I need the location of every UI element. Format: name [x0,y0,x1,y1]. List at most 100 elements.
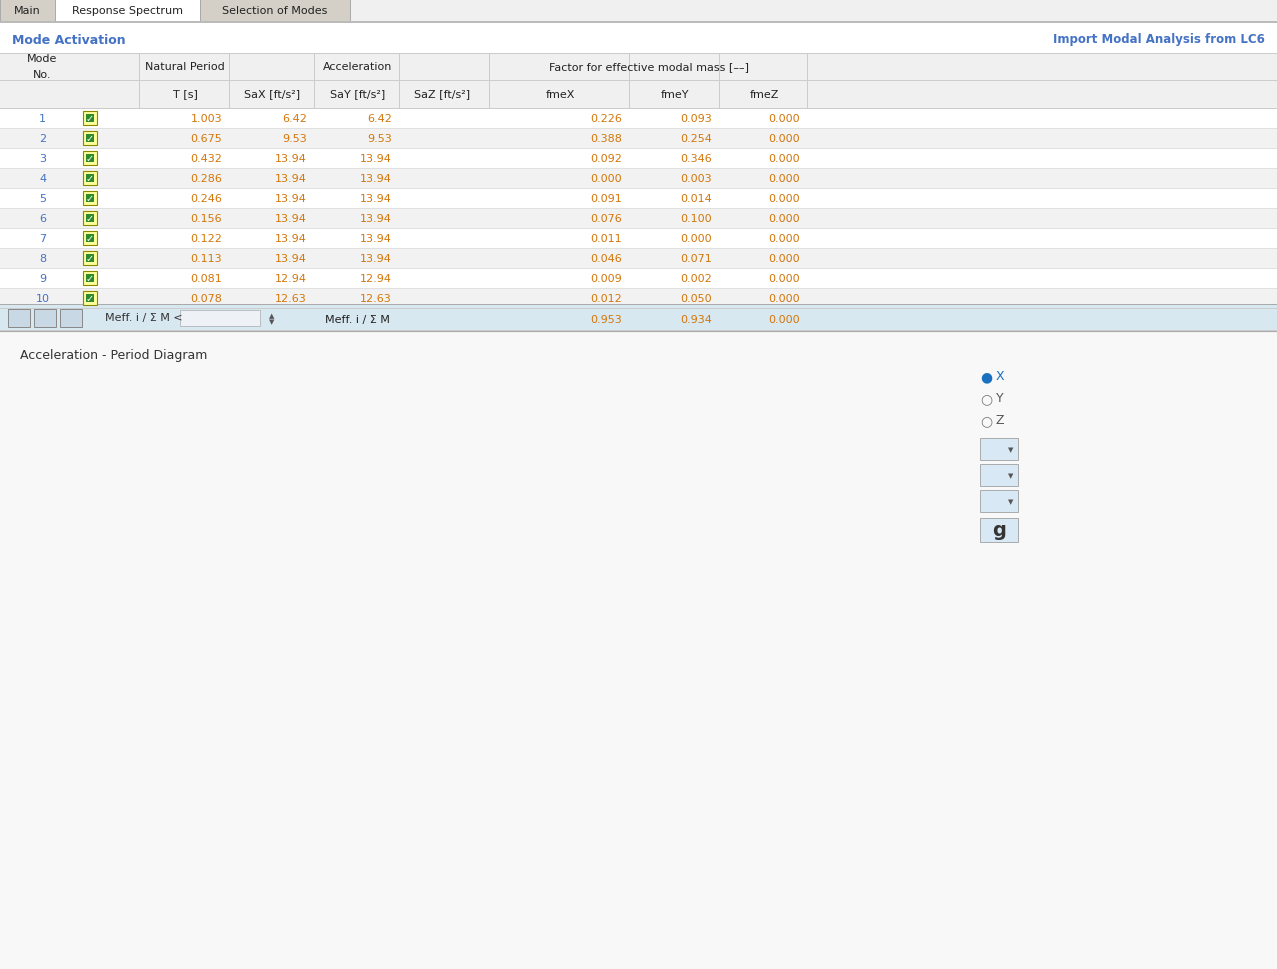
Text: 13.94: 13.94 [275,154,306,164]
Text: 12.94: 12.94 [275,273,306,284]
Text: 0.012: 0.012 [590,294,622,303]
Text: 0.000: 0.000 [769,315,799,325]
Text: 0.000: 0.000 [769,173,799,184]
Text: 5: 5 [40,194,46,203]
Text: ▼: ▼ [1008,498,1013,505]
Text: Factor for effective modal mass [––]: Factor for effective modal mass [––] [549,62,750,73]
Text: 0.091: 0.091 [590,194,622,203]
Text: Import Modal Analysis from LC6: Import Modal Analysis from LC6 [1054,34,1266,47]
Text: 1.003: 1.003 [190,114,222,124]
Text: 13.94: 13.94 [275,214,306,224]
Text: 13.94: 13.94 [360,254,392,264]
Text: ✓: ✓ [86,134,94,143]
Text: 0.076: 0.076 [590,214,622,224]
Text: No.: No. [33,71,52,80]
Text: ✓: ✓ [86,273,94,284]
Text: 7: 7 [38,234,46,244]
Text: ✓: ✓ [86,294,94,303]
Text: 0.346: 0.346 [681,154,713,164]
Text: Sa: Sa [11,333,27,347]
Text: 9.53: 9.53 [368,134,392,143]
Text: T: T [967,941,974,954]
Text: fmeZ: fmeZ [750,89,779,100]
Text: 0.046: 0.046 [590,254,622,264]
Text: fmeX: fmeX [545,89,575,100]
Text: 9.53: 9.53 [282,134,306,143]
Text: 13.94: 13.94 [275,234,306,244]
Text: ▲: ▲ [269,313,275,319]
Text: ○: ○ [979,391,992,406]
Text: 0.000: 0.000 [769,254,799,264]
Text: Meff. i / Σ M: Meff. i / Σ M [326,315,389,325]
Text: 12.63: 12.63 [360,294,392,303]
Text: 13.94: 13.94 [275,194,306,203]
Text: 0.675: 0.675 [190,134,222,143]
Text: 2: 2 [38,134,46,143]
Text: 0.388: 0.388 [590,134,622,143]
Text: 0.000: 0.000 [769,154,799,164]
Text: 0.081: 0.081 [190,273,222,284]
Text: 0.000: 0.000 [681,234,713,244]
Text: [ft/s²]: [ft/s²] [4,380,33,390]
Text: T [s]: T [s] [172,89,198,100]
Text: 0.000: 0.000 [769,194,799,203]
Text: 0.122: 0.122 [190,234,222,244]
Text: 0.002: 0.002 [681,273,713,284]
Text: 0.071: 0.071 [681,254,713,264]
Text: Main: Main [14,6,41,16]
Text: 0.000: 0.000 [769,273,799,284]
Text: 12.94: 12.94 [360,273,392,284]
Text: 13.94: 13.94 [275,173,306,184]
Text: ✓: ✓ [86,194,94,203]
Text: 0.078: 0.078 [190,294,222,303]
Text: Natural Period: Natural Period [146,62,225,73]
Text: ▼: ▼ [1008,447,1013,453]
Text: 6: 6 [40,214,46,224]
Text: 0.100: 0.100 [681,214,713,224]
Text: SaY [ft/s²]: SaY [ft/s²] [329,89,386,100]
Text: 0.050: 0.050 [681,294,713,303]
Text: 13.94: 13.94 [360,234,392,244]
Text: 13.94: 13.94 [360,214,392,224]
Text: ●: ● [979,369,992,384]
Text: 13.94: 13.94 [360,173,392,184]
Text: 0.156: 0.156 [190,214,222,224]
Text: ○: ○ [979,414,992,427]
Text: 0.092: 0.092 [590,154,622,164]
Text: ▼: ▼ [1008,473,1013,479]
Text: Meff. i / Σ M <: Meff. i / Σ M < [105,313,183,324]
Text: 0.286: 0.286 [190,173,222,184]
Text: ✓: ✓ [86,154,94,164]
Text: 0.000: 0.000 [769,134,799,143]
Text: 12.63: 12.63 [276,294,306,303]
Text: 0.953: 0.953 [590,315,622,325]
Text: 8: 8 [38,254,46,264]
Text: 0.093: 0.093 [681,114,713,124]
Text: 0.000: 0.000 [769,114,799,124]
Text: 13.94: 13.94 [360,154,392,164]
Text: 0.000: 0.000 [769,214,799,224]
Text: 0.432: 0.432 [190,154,222,164]
Text: ▼: ▼ [269,319,275,326]
Text: Mode: Mode [27,54,57,64]
Text: 0.226: 0.226 [590,114,622,124]
Text: 0.000: 0.000 [590,173,622,184]
Text: 0.003: 0.003 [681,173,713,184]
Text: SaX [ft/s²]: SaX [ft/s²] [244,89,300,100]
Text: Z: Z [996,414,1005,427]
Text: 0.000: 0.000 [769,294,799,303]
Text: ✓: ✓ [86,114,94,124]
Text: ✓: ✓ [86,214,94,224]
Text: 4: 4 [38,173,46,184]
Text: 1: 1 [40,114,46,124]
Text: Response Spectrum: Response Spectrum [72,6,183,16]
Text: fmeY: fmeY [660,89,690,100]
Text: ✓: ✓ [86,234,94,244]
Text: 0.934: 0.934 [681,315,713,325]
Text: 13.94: 13.94 [275,254,306,264]
Text: Acceleration: Acceleration [323,62,392,73]
Text: 9: 9 [38,273,46,284]
Text: 6.42: 6.42 [366,114,392,124]
Text: Selection of Modes: Selection of Modes [222,6,328,16]
Text: 0.000: 0.000 [769,234,799,244]
